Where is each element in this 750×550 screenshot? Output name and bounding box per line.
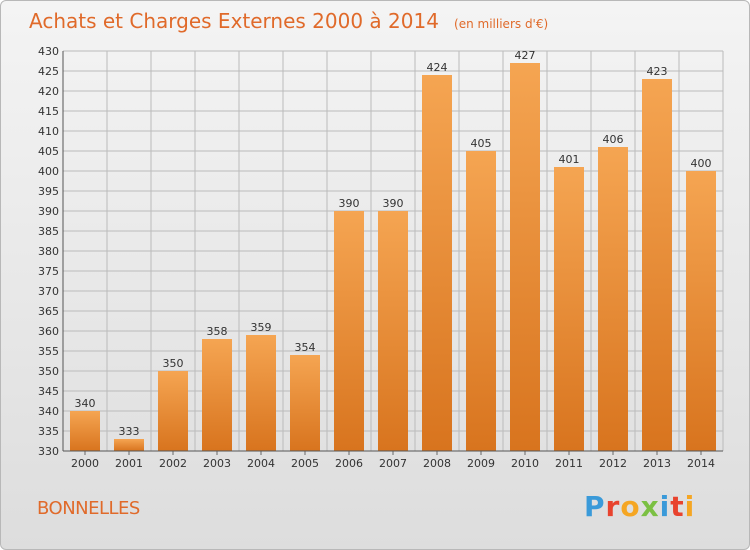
y-tick-label: 335 <box>38 425 59 438</box>
proxiti-logo: Proxiti <box>584 490 695 523</box>
y-tick-label: 375 <box>38 265 59 278</box>
x-tick-label: 2006 <box>335 457 363 470</box>
x-tick-label: 2000 <box>71 457 99 470</box>
logo-letter: x <box>640 490 660 523</box>
y-tick-label: 330 <box>38 445 59 458</box>
axes: 3303353403453503553603653703753803853903… <box>38 45 723 470</box>
data-label: 354 <box>295 341 316 354</box>
y-tick-label: 390 <box>38 205 59 218</box>
logo-letter: i <box>684 490 696 523</box>
bar <box>70 411 100 451</box>
x-tick-label: 2001 <box>115 457 143 470</box>
data-label: 340 <box>75 397 96 410</box>
data-label: 359 <box>251 321 272 334</box>
y-tick-label: 425 <box>38 65 59 78</box>
commune-name: BONNELLES <box>37 498 140 519</box>
data-label: 390 <box>383 197 404 210</box>
bar <box>378 211 408 451</box>
y-tick-label: 365 <box>38 305 59 318</box>
bar <box>246 335 276 451</box>
x-tick-label: 2007 <box>379 457 407 470</box>
bar <box>334 211 364 451</box>
bar <box>202 339 232 451</box>
y-tick-label: 420 <box>38 85 59 98</box>
data-label: 401 <box>559 153 580 166</box>
y-tick-label: 350 <box>38 365 59 378</box>
data-label: 358 <box>207 325 228 338</box>
data-label: 350 <box>163 357 184 370</box>
data-label: 406 <box>603 133 624 146</box>
data-label: 427 <box>515 49 536 62</box>
data-label: 390 <box>339 197 360 210</box>
y-tick-label: 370 <box>38 285 59 298</box>
y-tick-label: 340 <box>38 405 59 418</box>
y-tick-label: 355 <box>38 345 59 358</box>
x-tick-label: 2008 <box>423 457 451 470</box>
x-tick-label: 2013 <box>643 457 671 470</box>
data-label: 423 <box>647 65 668 78</box>
bar <box>686 171 716 451</box>
y-tick-label: 430 <box>38 45 59 58</box>
bar <box>114 439 144 451</box>
y-tick-label: 345 <box>38 385 59 398</box>
data-label: 405 <box>471 137 492 150</box>
bar <box>554 167 584 451</box>
chart-title: Achats et Charges Externes 2000 à 2014 <box>29 9 439 33</box>
x-tick-label: 2011 <box>555 457 583 470</box>
y-tick-label: 415 <box>38 105 59 118</box>
bar <box>598 147 628 451</box>
chart-title-line: Achats et Charges Externes 2000 à 2014 (… <box>29 9 548 33</box>
logo-letter: t <box>670 490 685 523</box>
data-label: 333 <box>119 425 140 438</box>
logo-letter: i <box>659 490 671 523</box>
y-tick-label: 405 <box>38 145 59 158</box>
bar <box>466 151 496 451</box>
bar <box>642 79 672 451</box>
y-tick-label: 360 <box>38 325 59 338</box>
x-tick-label: 2010 <box>511 457 539 470</box>
y-tick-label: 385 <box>38 225 59 238</box>
bar <box>510 63 540 451</box>
logo-letter: P <box>584 490 606 523</box>
bar <box>422 75 452 451</box>
chart-subtitle: (en milliers d'€) <box>454 17 549 31</box>
y-tick-label: 410 <box>38 125 59 138</box>
x-tick-label: 2005 <box>291 457 319 470</box>
x-tick-label: 2014 <box>687 457 715 470</box>
data-label: 424 <box>427 61 448 74</box>
y-tick-label: 380 <box>38 245 59 258</box>
y-tick-label: 400 <box>38 165 59 178</box>
bars: 340 333 350 358 359 354 390 390 424 405 427 401 406 4… <box>70 49 716 451</box>
logo-letter: r <box>605 490 621 523</box>
x-tick-label: 2003 <box>203 457 231 470</box>
x-tick-label: 2012 <box>599 457 627 470</box>
logo-letter: o <box>620 490 641 523</box>
data-label: 400 <box>691 157 712 170</box>
x-tick-label: 2002 <box>159 457 187 470</box>
x-tick-label: 2004 <box>247 457 275 470</box>
bar <box>158 371 188 451</box>
y-tick-label: 395 <box>38 185 59 198</box>
bar <box>290 355 320 451</box>
x-tick-label: 2009 <box>467 457 495 470</box>
